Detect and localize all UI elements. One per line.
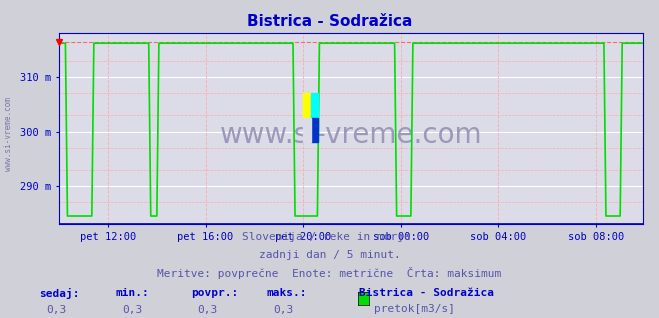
Bar <box>303 118 310 142</box>
Text: Slovenija / reke in morje.: Slovenija / reke in morje. <box>242 232 417 242</box>
Text: Meritve: povprečne  Enote: metrične  Črta: maksimum: Meritve: povprečne Enote: metrične Črta:… <box>158 267 501 279</box>
Text: min.:: min.: <box>115 288 149 298</box>
Text: www.si-vreme.com: www.si-vreme.com <box>4 97 13 170</box>
Bar <box>310 93 318 118</box>
Text: maks.:: maks.: <box>267 288 307 298</box>
Bar <box>310 118 318 142</box>
Text: 0,3: 0,3 <box>198 305 218 315</box>
Text: www.si-vreme.com: www.si-vreme.com <box>219 121 482 149</box>
Text: Bistrica - Sodražica: Bistrica - Sodražica <box>359 288 494 298</box>
Text: Bistrica - Sodražica: Bistrica - Sodražica <box>247 14 412 29</box>
Text: pretok[m3/s]: pretok[m3/s] <box>374 304 455 314</box>
Text: povpr.:: povpr.: <box>191 288 239 298</box>
Text: sedaj:: sedaj: <box>40 288 80 299</box>
Text: 0,3: 0,3 <box>273 305 294 315</box>
Text: zadnji dan / 5 minut.: zadnji dan / 5 minut. <box>258 250 401 259</box>
Bar <box>303 93 310 118</box>
Text: 0,3: 0,3 <box>46 305 67 315</box>
Text: 0,3: 0,3 <box>122 305 142 315</box>
